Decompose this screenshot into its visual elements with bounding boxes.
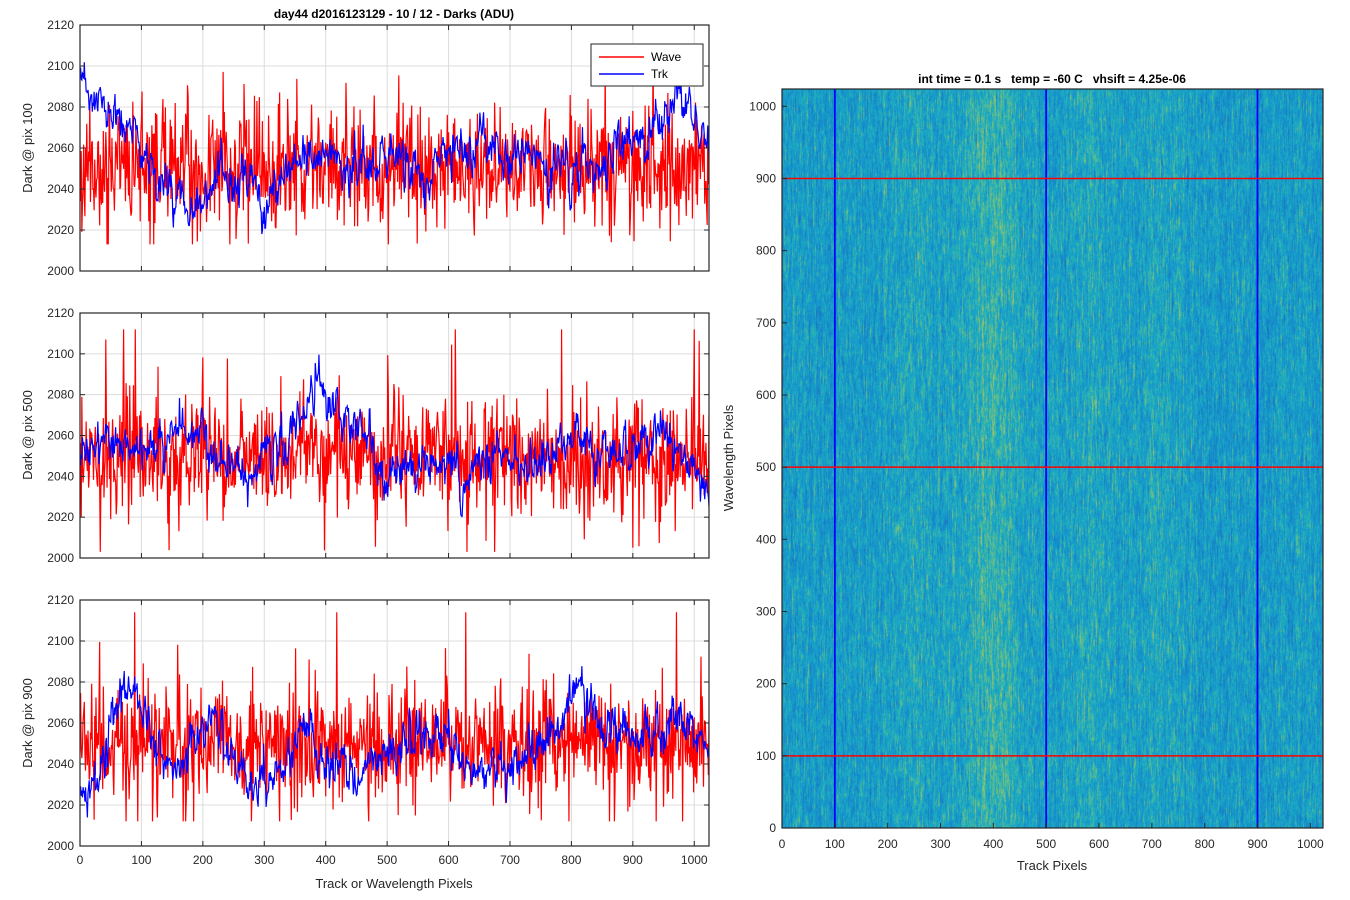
y-tick-label: 2040	[47, 469, 74, 483]
legend-trk-label: Trk	[651, 67, 669, 81]
ticks-pix-500: 2000 2020 2040 2060 2080 2100 2120	[47, 306, 710, 565]
x-axis-label-left: Track or Wavelength Pixels	[315, 876, 473, 891]
x-tick-label: 500	[377, 853, 397, 867]
y-tick-label: 2040	[47, 757, 74, 771]
y-tick-label: 2000	[47, 264, 74, 278]
heatmap-x-tick-label: 900	[1247, 837, 1267, 851]
y-axis-label-pix-500: Dark @ pix 500	[20, 390, 35, 480]
plot-area-pix-100	[80, 51, 709, 245]
y-tick-label: 2060	[47, 429, 74, 443]
heatmap-y-tick-label: 200	[756, 677, 776, 691]
heatmap-y-tick-label: 800	[756, 244, 776, 258]
x-tick-label: 900	[623, 853, 643, 867]
heatmap-y-tick-label: 900	[756, 171, 776, 185]
series-wave-line	[80, 329, 709, 552]
y-axis-label-pix-100: Dark @ pix 100	[20, 103, 35, 193]
heatmap-overlay-lines	[782, 89, 1323, 828]
heatmap-x-tick-label: 1000	[1297, 837, 1324, 851]
legend: Wave Trk	[590, 43, 704, 87]
heatmap-y-tick-label: 1000	[749, 99, 776, 113]
heatmap-y-tick-label: 500	[756, 460, 776, 474]
y-tick-label: 2020	[47, 223, 74, 237]
heatmap-x-tick-label: 500	[1036, 837, 1056, 851]
grid-pix-900	[79, 599, 709, 847]
y-axis-label-pix-900: Dark @ pix 900	[20, 678, 35, 768]
y-tick-label: 2100	[47, 59, 74, 73]
x-tick-label: 200	[193, 853, 213, 867]
y-tick-label: 2000	[47, 551, 74, 565]
heatmap-title: int time = 0.1 s temp = -60 C vhsift = 4…	[918, 72, 1186, 86]
series-trk-line	[80, 62, 709, 235]
ticks-pix-900: 0 100 200 300 400 500 600 700 800 900 1000 2000 2020…	[47, 593, 710, 867]
heatmap-y-tick-label: 600	[756, 388, 776, 402]
x-tick-label: 100	[131, 853, 151, 867]
plot-area-pix-500	[80, 329, 709, 552]
y-tick-label: 2040	[47, 182, 74, 196]
y-tick-label: 2080	[47, 100, 74, 114]
heatmap-x-tick-label: 600	[1089, 837, 1109, 851]
heatmap-image-holder	[782, 89, 1323, 828]
heatmap-y-tick-label: 300	[756, 604, 776, 618]
heatmap-x-tick-label: 400	[983, 837, 1003, 851]
x-tick-label: 700	[500, 853, 520, 867]
heatmap-y-tick-label: 100	[756, 749, 776, 763]
ticks-pix-100: 2000 2020 2040 2060 2080 2100 2120	[47, 18, 710, 278]
legend-box	[590, 43, 704, 87]
y-tick-label: 2080	[47, 388, 74, 402]
heatmap-y-tick-label: 0	[769, 821, 776, 835]
x-tick-label: 0	[77, 853, 84, 867]
y-tick-label: 2000	[47, 839, 74, 853]
heatmap-x-tick-label: 200	[878, 837, 898, 851]
heatmap-ticks: 0 100 200 300 400 500 600 700 800 900 1000 0 100 200 3…	[749, 88, 1324, 851]
x-tick-label: 1000	[681, 853, 708, 867]
series-trk-line	[80, 666, 709, 818]
y-tick-label: 2100	[47, 347, 74, 361]
heatmap-x-tick-label: 700	[1142, 837, 1162, 851]
x-tick-label: 600	[439, 853, 459, 867]
series-trk-line	[80, 354, 709, 518]
heatmap-x-tick-label: 100	[825, 837, 845, 851]
y-tick-label: 2060	[47, 716, 74, 730]
heatmap-x-tick-label: 800	[1195, 837, 1215, 851]
figure-title: day44 d2016123129 - 10 / 12 - Darks (ADU…	[274, 7, 514, 21]
heatmap-frame	[781, 88, 1324, 829]
y-tick-label: 2020	[47, 798, 74, 812]
x-tick-label: 400	[316, 853, 336, 867]
x-tick-label: 300	[254, 853, 274, 867]
y-tick-label: 2080	[47, 675, 74, 689]
subplot-pix-900: Dark @ pix 900 Track or Wavelength Pixel…	[20, 593, 710, 891]
y-tick-label: 2100	[47, 634, 74, 648]
plot-area-pix-900	[80, 612, 709, 822]
heatmap-y-tick-label: 700	[756, 316, 776, 330]
y-tick-label: 2120	[47, 306, 74, 320]
heatmap-x-tick-label: 0	[779, 837, 786, 851]
subplot-pix-500: Dark @ pix 500 2000202020402060208021002…	[20, 306, 710, 565]
y-tick-label: 2120	[47, 18, 74, 32]
heatmap-y-label: Wavelength Pixels	[721, 404, 736, 511]
subplot-pix-100: day44 d2016123129 - 10 / 12 - Darks (ADU…	[20, 7, 710, 278]
heatmap-x-label: Track Pixels	[1017, 858, 1088, 873]
y-tick-label: 2020	[47, 510, 74, 524]
heatmap-y-tick-label: 400	[756, 532, 776, 546]
y-tick-label: 2060	[47, 141, 74, 155]
heatmap-x-tick-label: 300	[930, 837, 950, 851]
heatmap-image	[782, 89, 1323, 828]
x-tick-label: 800	[561, 853, 581, 867]
y-tick-label: 2120	[47, 593, 74, 607]
heatmap-panel: int time = 0.1 s temp = -60 C vhsift = 4…	[721, 72, 1324, 873]
legend-wave-label: Wave	[651, 50, 682, 64]
